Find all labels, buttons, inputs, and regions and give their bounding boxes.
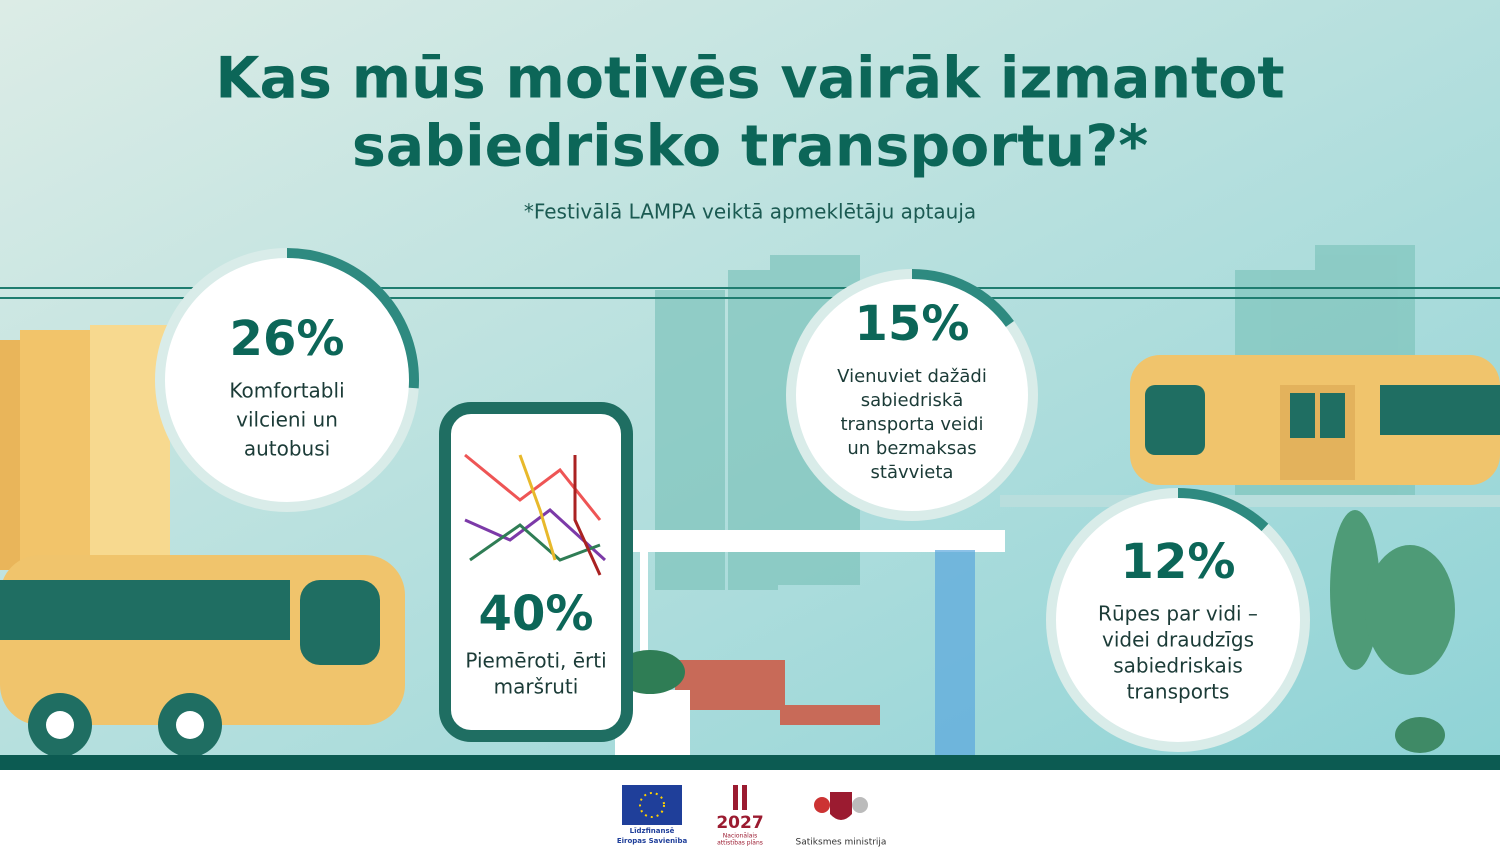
progress-arc [155, 248, 419, 512]
ground [0, 755, 1500, 770]
stat-description: sabiedriskā [861, 390, 964, 411]
title-line: sabiedrisko transportu?* [352, 114, 1148, 180]
title-line: Kas mūs motivēs vairāk izmantot [215, 46, 1284, 112]
route-map [464, 453, 607, 576]
progress-arc [1046, 488, 1310, 752]
plan-text: Nacionālais [723, 833, 757, 840]
coat-of-arms [814, 792, 868, 820]
stat-percent: 26% [230, 311, 345, 367]
footer-band [0, 770, 1500, 860]
stat-percent: 12% [1121, 534, 1236, 590]
eu-text: Eiropas Savienība [617, 837, 688, 845]
stat-description: Piemēroti, ērti [465, 649, 606, 673]
stat-description: Komfortabli [229, 379, 344, 403]
stat-description: sabiedriskais [1113, 654, 1243, 678]
stat-description: transporta veidi [840, 414, 983, 435]
eu-text: Līdzfinansē [630, 827, 675, 835]
stat-description: un bezmaksas [847, 438, 976, 459]
bus [0, 555, 405, 757]
plan-logo [733, 785, 738, 810]
stat-percent: 15% [855, 296, 970, 352]
stat-description: videi draudzīgs [1102, 628, 1254, 652]
ministry: Satiksmes ministrija [796, 838, 887, 848]
stat-description: autobusi [244, 437, 330, 461]
stat-description: transports [1127, 680, 1230, 704]
phone [439, 402, 633, 742]
stat-description: maršruti [494, 675, 579, 699]
eu-logo [622, 785, 682, 825]
stat-description: Vienuviet dažādi [837, 366, 987, 387]
trees [1330, 510, 1455, 753]
subtitle: *Festivālā LAMPA veiktā apmeklētāju apta… [524, 200, 976, 224]
plan-text: attīstības plāns [717, 840, 763, 847]
stat-percent: 40% [479, 586, 594, 642]
tram-rail [1000, 495, 1500, 507]
tram [1130, 355, 1500, 485]
plan-year: 2027 [716, 813, 763, 833]
stat-description: Rūpes par vidi – [1098, 602, 1258, 626]
progress-arc [786, 269, 1038, 521]
plan-logo [742, 785, 747, 810]
stat-description: vilcieni un [236, 408, 338, 432]
stat-description: stāvvieta [871, 462, 954, 483]
building-left [0, 325, 170, 570]
